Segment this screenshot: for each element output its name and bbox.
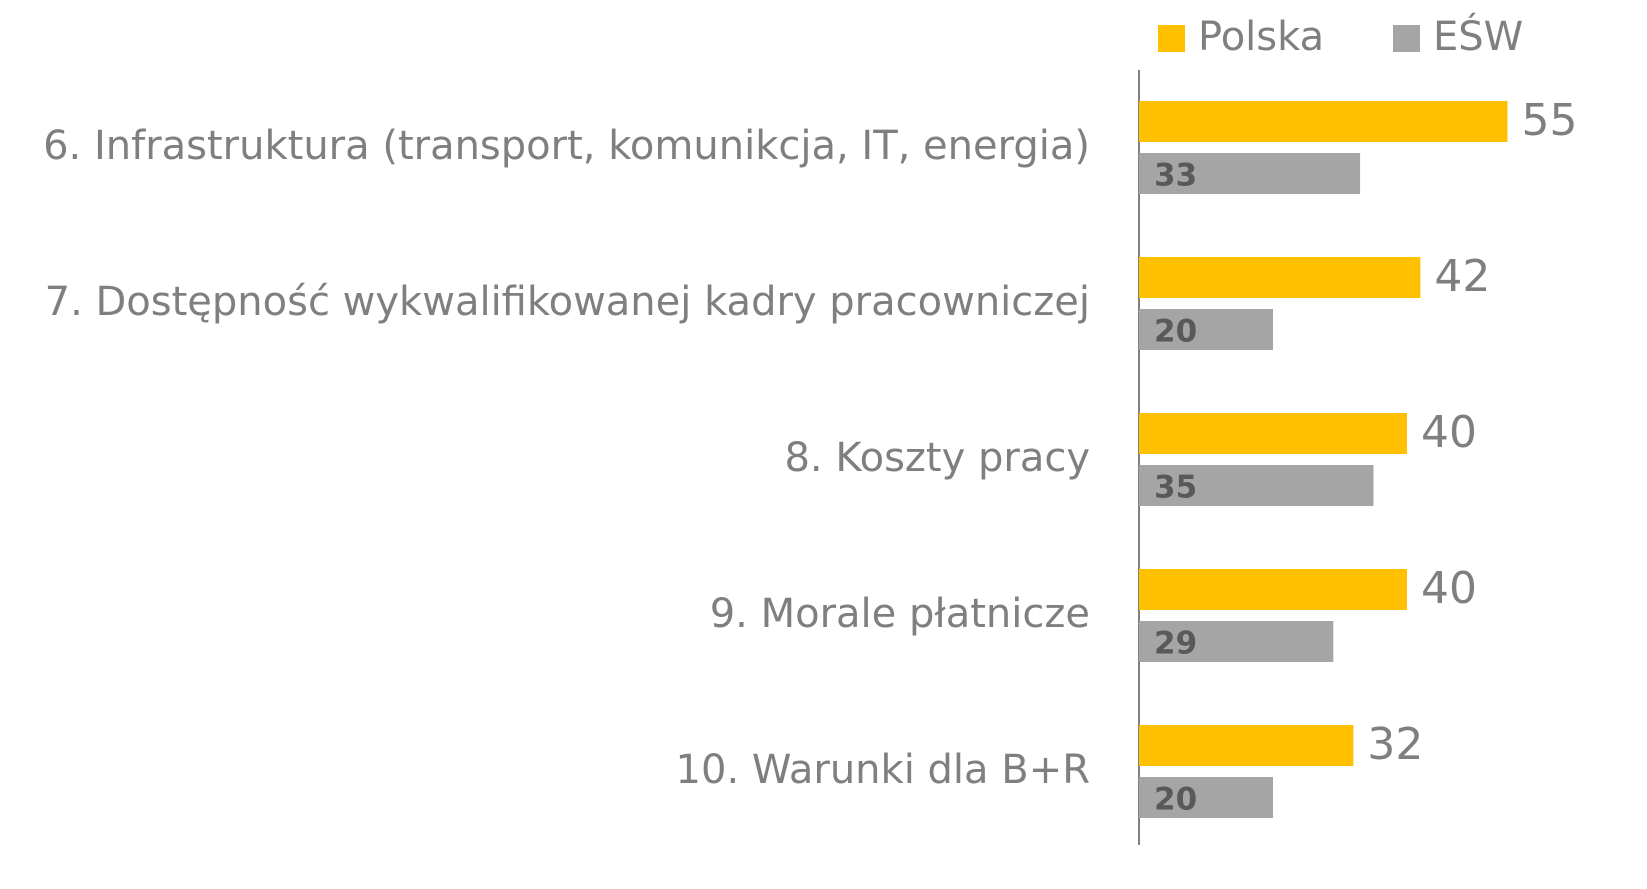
- value-label: 40: [1421, 563, 1477, 614]
- value-label: 33: [1154, 158, 1197, 194]
- bar: [1139, 101, 1508, 142]
- value-label: 32: [1367, 719, 1423, 770]
- bar: [1139, 413, 1407, 454]
- bar: [1139, 777, 1273, 818]
- bar: [1139, 309, 1273, 350]
- bar: [1139, 465, 1374, 506]
- bar: [1139, 725, 1354, 766]
- value-label: 55: [1522, 95, 1578, 146]
- legend-label: EŚW: [1433, 12, 1523, 60]
- category-label: 7. Dostępność wykwalifikowanej kadry pra…: [45, 279, 1090, 325]
- value-label: 20: [1154, 314, 1197, 350]
- value-label: 20: [1154, 782, 1197, 818]
- value-label: 29: [1154, 626, 1197, 662]
- legend-swatch: [1158, 25, 1185, 52]
- value-label: 40: [1421, 407, 1477, 458]
- category-label: 10. Warunki dla B+R: [676, 747, 1090, 793]
- bar: [1139, 257, 1421, 298]
- bar: [1139, 153, 1361, 194]
- value-label: 42: [1434, 251, 1490, 302]
- bar: [1139, 621, 1334, 662]
- category-label: 8. Koszty pracy: [784, 435, 1090, 481]
- category-label: 6. Infrastruktura (transport, komunikcja…: [43, 123, 1090, 169]
- category-label: 9. Morale płatnicze: [710, 591, 1090, 637]
- legend-swatch: [1393, 25, 1420, 52]
- value-label: 35: [1154, 470, 1197, 506]
- legend-label: Polska: [1198, 14, 1324, 60]
- bar: [1139, 569, 1407, 610]
